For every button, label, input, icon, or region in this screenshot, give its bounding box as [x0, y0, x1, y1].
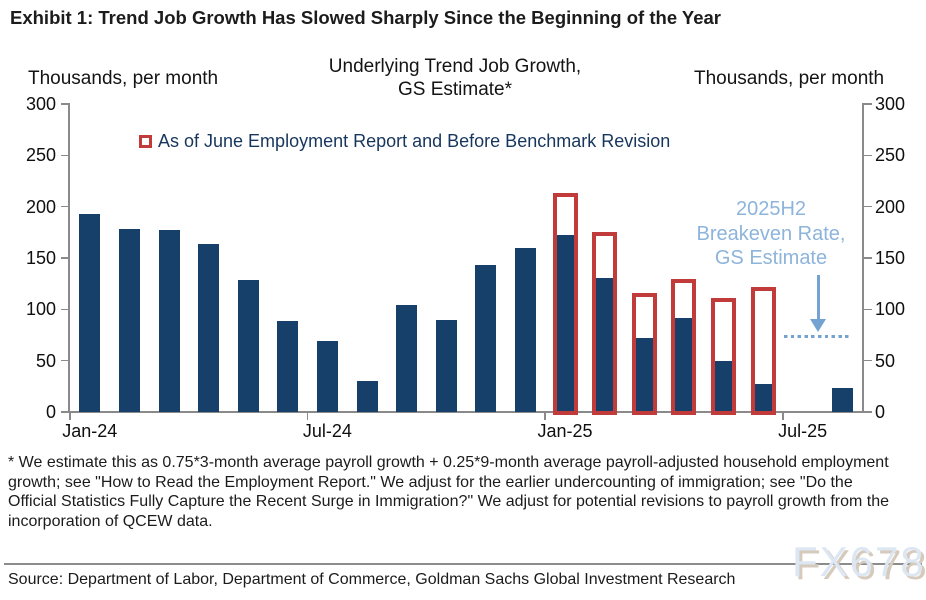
x-tick-Jan-24 — [69, 412, 71, 420]
chart-title-line1: Underlying Trend Job Growth, — [328, 56, 582, 77]
bar-Jun-25 — [752, 384, 774, 412]
breakeven-annotation: 2025H2 Breakeven Rate, GS Estimate — [671, 197, 871, 271]
bar-Aug-24 — [356, 381, 378, 412]
breakeven-annotation-line2: Breakeven Rate, — [696, 222, 846, 245]
outline-bar-Mar-25 — [631, 292, 657, 415]
x-label-Jan-24: Jan-24 — [62, 421, 118, 441]
y-tick-right-200 — [862, 205, 872, 208]
bar-May-25 — [712, 360, 734, 412]
y-label-left-0: 0 — [45, 402, 56, 422]
y-tick-left-200 — [60, 205, 70, 208]
outline-bar-Apr-25 — [671, 278, 697, 415]
bar-Mar-24 — [158, 230, 180, 412]
legend: As of June Employment Report and Before … — [139, 131, 670, 152]
y-tick-left-100 — [60, 308, 70, 311]
bar-Jan-24 — [79, 213, 101, 412]
y-tick-right-250 — [862, 154, 872, 157]
x-tick-Jul-25 — [782, 412, 784, 420]
y-tick-right-100 — [862, 308, 872, 311]
breakeven-arrow-shaft — [816, 275, 820, 320]
y-tick-right-150 — [862, 257, 872, 259]
y-tick-left-50 — [60, 359, 70, 362]
y-label-left-300: 300 — [25, 94, 56, 114]
y-tick-left-250 — [60, 154, 70, 157]
bar-May-24 — [237, 279, 259, 412]
bar-Dec-24 — [514, 247, 536, 412]
x-label-Jul-25: Jul-25 — [778, 421, 828, 441]
breakeven-annotation-line3: GS Estimate — [714, 247, 828, 269]
breakeven-arrow-head-icon — [809, 319, 826, 332]
outline-bar-May-25 — [710, 298, 736, 415]
y-label-right-0: 0 — [875, 402, 886, 422]
y-label-right-300: 300 — [875, 94, 906, 114]
y-label-left-50: 50 — [35, 350, 56, 371]
x-label-Jul-24: Jul-24 — [302, 421, 352, 441]
breakeven-dotted-line — [784, 335, 851, 339]
bar-Jul-24 — [316, 341, 338, 412]
chart-title-line2: GS Estimate* — [397, 79, 513, 100]
y-tick-right-50 — [862, 359, 872, 362]
x-tick-Jul-24 — [306, 412, 309, 420]
footnote: * We estimate this as 0.75*3-month avera… — [8, 454, 890, 530]
exhibit-title: Exhibit 1: Trend Job Growth Has Slowed S… — [10, 7, 722, 28]
bar-Oct-24 — [435, 319, 457, 412]
plot-area: 2025H2 Breakeven Rate, GS Estimate 0 0 50 5… — [26, 94, 905, 441]
outline-bar-Feb-25 — [592, 232, 618, 415]
outline-bar-Jun-25 — [750, 286, 776, 415]
y-label-left-150: 150 — [25, 248, 56, 268]
bar-Nov-24 — [475, 265, 497, 412]
x-axis-baseline — [68, 411, 864, 413]
chart-title: Underlying Trend Job Growth, GS Estimate… — [285, 55, 625, 101]
x-label-Jan-25: Jan-25 — [537, 421, 593, 441]
y-tick-right-300 — [862, 103, 872, 105]
x-tick-Jan-25 — [544, 412, 546, 420]
bar-Sep-24 — [396, 305, 418, 412]
y-tick-left-300 — [60, 103, 70, 105]
y-label-right-250: 250 — [875, 145, 906, 166]
y-tick-right-0 — [862, 411, 872, 413]
y-tick-left-150 — [60, 257, 70, 259]
y-label-right-100: 100 — [875, 299, 906, 320]
bar-Apr-25 — [673, 317, 695, 412]
y-label-left-100: 100 — [25, 299, 56, 320]
y-label-right-50: 50 — [875, 350, 896, 371]
bar-Feb-25 — [594, 277, 616, 412]
left-axis-units-label: Thousands, per month — [28, 68, 219, 89]
divider-line — [4, 563, 922, 565]
bar-Jan-25 — [554, 235, 576, 412]
y-label-right-200: 200 — [875, 196, 906, 217]
bar-Aug-25 — [831, 388, 853, 412]
breakeven-annotation-line1: 2025H2 — [735, 198, 807, 220]
bar-Jun-24 — [277, 320, 299, 412]
bar-Apr-24 — [198, 243, 220, 412]
y-tick-left-0 — [60, 411, 70, 413]
bar-Mar-25 — [633, 338, 655, 412]
y-label-right-150: 150 — [875, 248, 906, 268]
watermark: FX678 — [792, 538, 926, 585]
bar-Feb-24 — [118, 229, 140, 412]
outline-bar-Jan-25 — [552, 193, 578, 415]
legend-outline-square-icon — [139, 135, 152, 148]
right-axis-units-label: Thousands, per month — [694, 68, 885, 89]
legend-label: As of June Employment Report and Before … — [158, 131, 671, 151]
source-line: Source: Department of Labor, Department … — [8, 571, 736, 588]
y-label-left-200: 200 — [25, 196, 56, 217]
y-label-left-250: 250 — [25, 145, 56, 166]
